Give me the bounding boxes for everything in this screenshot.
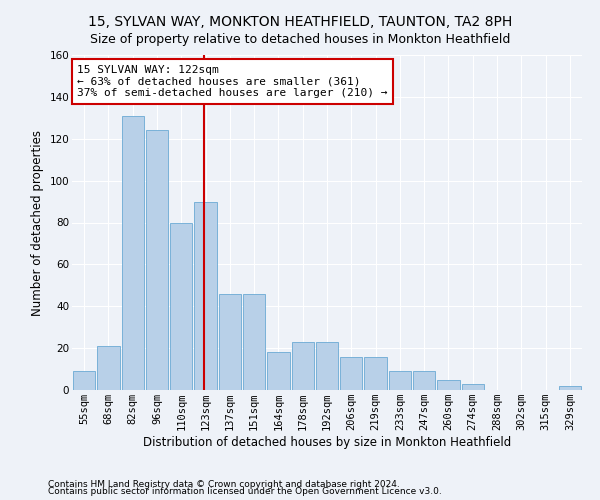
Bar [218, 294, 241, 390]
Text: 15 SYLVAN WAY: 122sqm
← 63% of detached houses are smaller (361)
37% of semi-det: 15 SYLVAN WAY: 122sqm ← 63% of detached … [77, 65, 388, 98]
Bar [364, 356, 387, 390]
Bar [340, 356, 362, 390]
Bar [292, 342, 314, 390]
Bar [316, 342, 338, 390]
Text: Contains public sector information licensed under the Open Government Licence v3: Contains public sector information licen… [48, 487, 442, 496]
Bar [73, 371, 95, 390]
Bar [413, 371, 436, 390]
Bar [243, 294, 265, 390]
Bar [437, 380, 460, 390]
Bar [97, 346, 119, 390]
Text: Contains HM Land Registry data © Crown copyright and database right 2024.: Contains HM Land Registry data © Crown c… [48, 480, 400, 489]
Bar [461, 384, 484, 390]
Text: Size of property relative to detached houses in Monkton Heathfield: Size of property relative to detached ho… [90, 32, 510, 46]
Bar [146, 130, 168, 390]
Y-axis label: Number of detached properties: Number of detached properties [31, 130, 44, 316]
Bar [194, 202, 217, 390]
Bar [170, 222, 193, 390]
Text: 15, SYLVAN WAY, MONKTON HEATHFIELD, TAUNTON, TA2 8PH: 15, SYLVAN WAY, MONKTON HEATHFIELD, TAUN… [88, 15, 512, 29]
Bar [559, 386, 581, 390]
Bar [389, 371, 411, 390]
Bar [267, 352, 290, 390]
X-axis label: Distribution of detached houses by size in Monkton Heathfield: Distribution of detached houses by size … [143, 436, 511, 449]
Bar [122, 116, 144, 390]
